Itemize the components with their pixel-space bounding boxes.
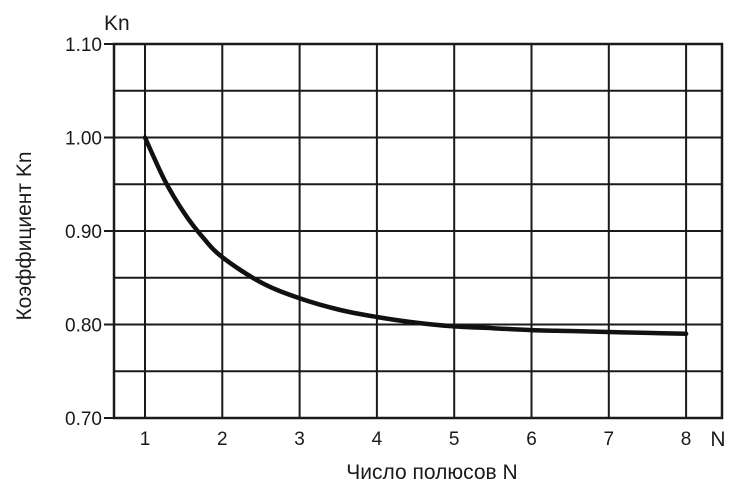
x-axis-symbol: N [710,428,725,451]
x-tick-label: 2 [217,429,228,450]
y-tick-label: 0.70 [65,409,102,430]
y-axis-label: Коэффициент Kn [13,151,36,320]
y-tick-label: 0.90 [65,222,102,243]
x-tick-label: 4 [372,429,383,450]
y-tick-label: 0.80 [65,316,102,337]
x-tick-label: 1 [140,429,151,450]
y-axis-symbol: Kn [104,12,130,35]
x-tick-label: 8 [681,429,692,450]
x-tick-label: 3 [294,429,305,450]
x-tick-label: 6 [526,429,537,450]
series-line [142,135,689,337]
x-tick-labels: 1 2 3 4 5 6 7 8 [140,429,692,450]
y-tick-labels: 0.70 0.80 0.90 1.00 1.10 [65,35,114,430]
y-tick-label: 1.00 [65,129,102,150]
grid [114,44,722,418]
x-tick-label: 5 [449,429,460,450]
x-tick-label: 7 [604,429,615,450]
x-axis-label: Число полюсов N [346,461,517,484]
y-tick-label: 1.10 [65,35,102,56]
